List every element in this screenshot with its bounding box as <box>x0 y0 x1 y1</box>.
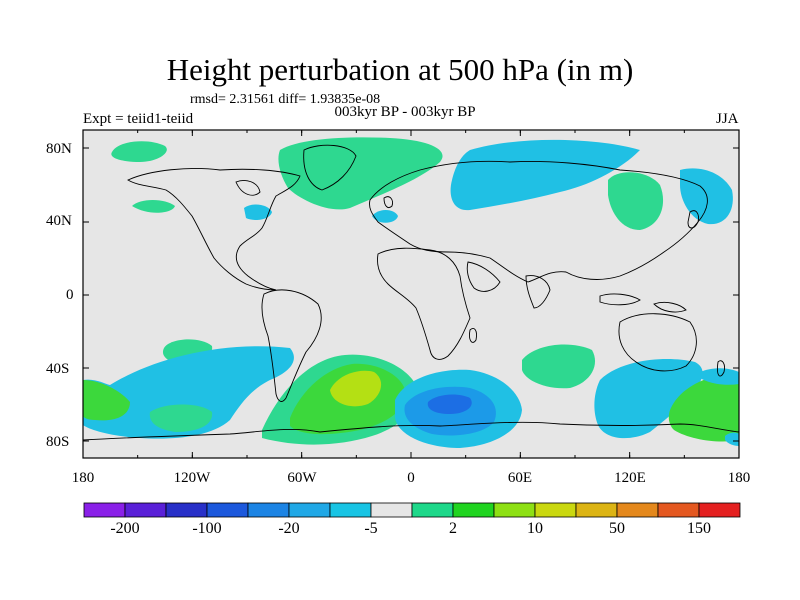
coast-uk <box>383 196 393 209</box>
colorbar-label-4: -5 <box>364 520 378 537</box>
season-label: JJA <box>716 111 739 127</box>
colorbar-swatch <box>288 502 331 518</box>
colorbar-swatch <box>247 502 290 518</box>
contour-blue-antarctic-edge <box>725 432 739 446</box>
colorbar-label-5: 2 <box>449 520 457 537</box>
coast-antarctica <box>83 421 739 441</box>
coast-indonesia <box>599 293 641 306</box>
coast-madagascar <box>469 328 477 343</box>
coast-south-america <box>261 289 322 402</box>
map-title: Height perturbation at 500 hPa (in m) <box>166 52 634 87</box>
contour-green-south-indian <box>522 344 596 389</box>
contour-green-north-pacific <box>111 141 167 162</box>
colorbar-label-3: -20 <box>278 520 300 537</box>
contour-lightgreen-in-pacific <box>149 404 213 432</box>
lon-label-120w: 120W <box>173 470 211 486</box>
contour-green-siberia <box>608 172 664 230</box>
colorbar-label-2: -100 <box>192 520 222 537</box>
contour-green-nw-atlantic <box>132 200 175 213</box>
colorbar <box>83 502 741 518</box>
colorbar-label-8: 150 <box>687 520 711 537</box>
coast-greenland <box>303 144 357 191</box>
rmsd-stats: rmsd= 2.31561 diff= 1.93835e-08 <box>190 92 381 107</box>
coast-north-america <box>127 168 301 291</box>
colorbar-swatch <box>575 502 618 518</box>
coast-japan <box>687 210 699 229</box>
colorbar-label-7: 50 <box>609 520 625 537</box>
colorbar-swatch <box>370 502 413 518</box>
colorbar-swatch <box>534 502 577 518</box>
lat-label-80s: 80S <box>46 434 70 450</box>
coast-new-guinea <box>653 301 687 313</box>
colorbar-label-6: 10 <box>527 520 543 537</box>
coast-arabia <box>466 261 501 292</box>
lat-label-equator: 0 <box>66 287 74 303</box>
contour-blue-north-atlantic <box>372 210 398 223</box>
coast-india <box>525 275 551 309</box>
colorbar-swatch <box>452 502 495 518</box>
lat-label-80n: 80N <box>46 141 72 157</box>
contour-blue-south-pacific <box>83 346 294 439</box>
contour-blue-eurasia <box>450 139 640 211</box>
colorbar-swatch <box>124 502 167 518</box>
coastlines <box>83 144 739 441</box>
contour-yellowgreen-core <box>330 370 382 407</box>
coast-new-zealand <box>717 360 725 377</box>
contour-blue-sw-pacific-edge <box>700 368 739 385</box>
colorbar-swatch <box>657 502 700 518</box>
axis-ticks <box>82 130 740 458</box>
contour-darkblue-indian-ocean <box>427 394 472 414</box>
coast-australia <box>618 313 697 372</box>
colorbar-swatch <box>83 502 126 518</box>
contour-blue-great-lakes <box>244 204 272 220</box>
period-label: 003kyr BP - 003kyr BP <box>334 104 476 120</box>
colorbar-label-1: -200 <box>110 520 140 537</box>
lat-label-40s: 40S <box>46 361 70 377</box>
lon-label-60w: 60W <box>287 470 317 486</box>
contour-green-arctic-atlantic <box>278 137 443 210</box>
contour-green-west-edge <box>83 380 130 421</box>
coast-africa <box>377 247 471 360</box>
colorbar-swatch <box>493 502 536 518</box>
lon-label-180e: 180 <box>727 470 751 486</box>
colorbar-swatch <box>698 502 741 518</box>
colorbar-swatch <box>411 502 454 518</box>
colorbar-swatch <box>329 502 372 518</box>
contour-blue-australia-south <box>594 359 703 439</box>
colorbar-swatch <box>616 502 659 518</box>
lat-label-40n: 40N <box>46 213 72 229</box>
lon-label-0: 0 <box>407 470 415 486</box>
experiment-label: Expt = teiid1-teiid <box>83 111 194 127</box>
colorbar-swatch <box>206 502 249 518</box>
lon-label-180w: 180 <box>71 470 95 486</box>
coast-hudson-bay <box>235 180 261 196</box>
lon-label-60e: 60E <box>507 470 533 486</box>
lon-label-120e: 120E <box>614 470 646 486</box>
colorbar-swatch <box>165 502 208 518</box>
